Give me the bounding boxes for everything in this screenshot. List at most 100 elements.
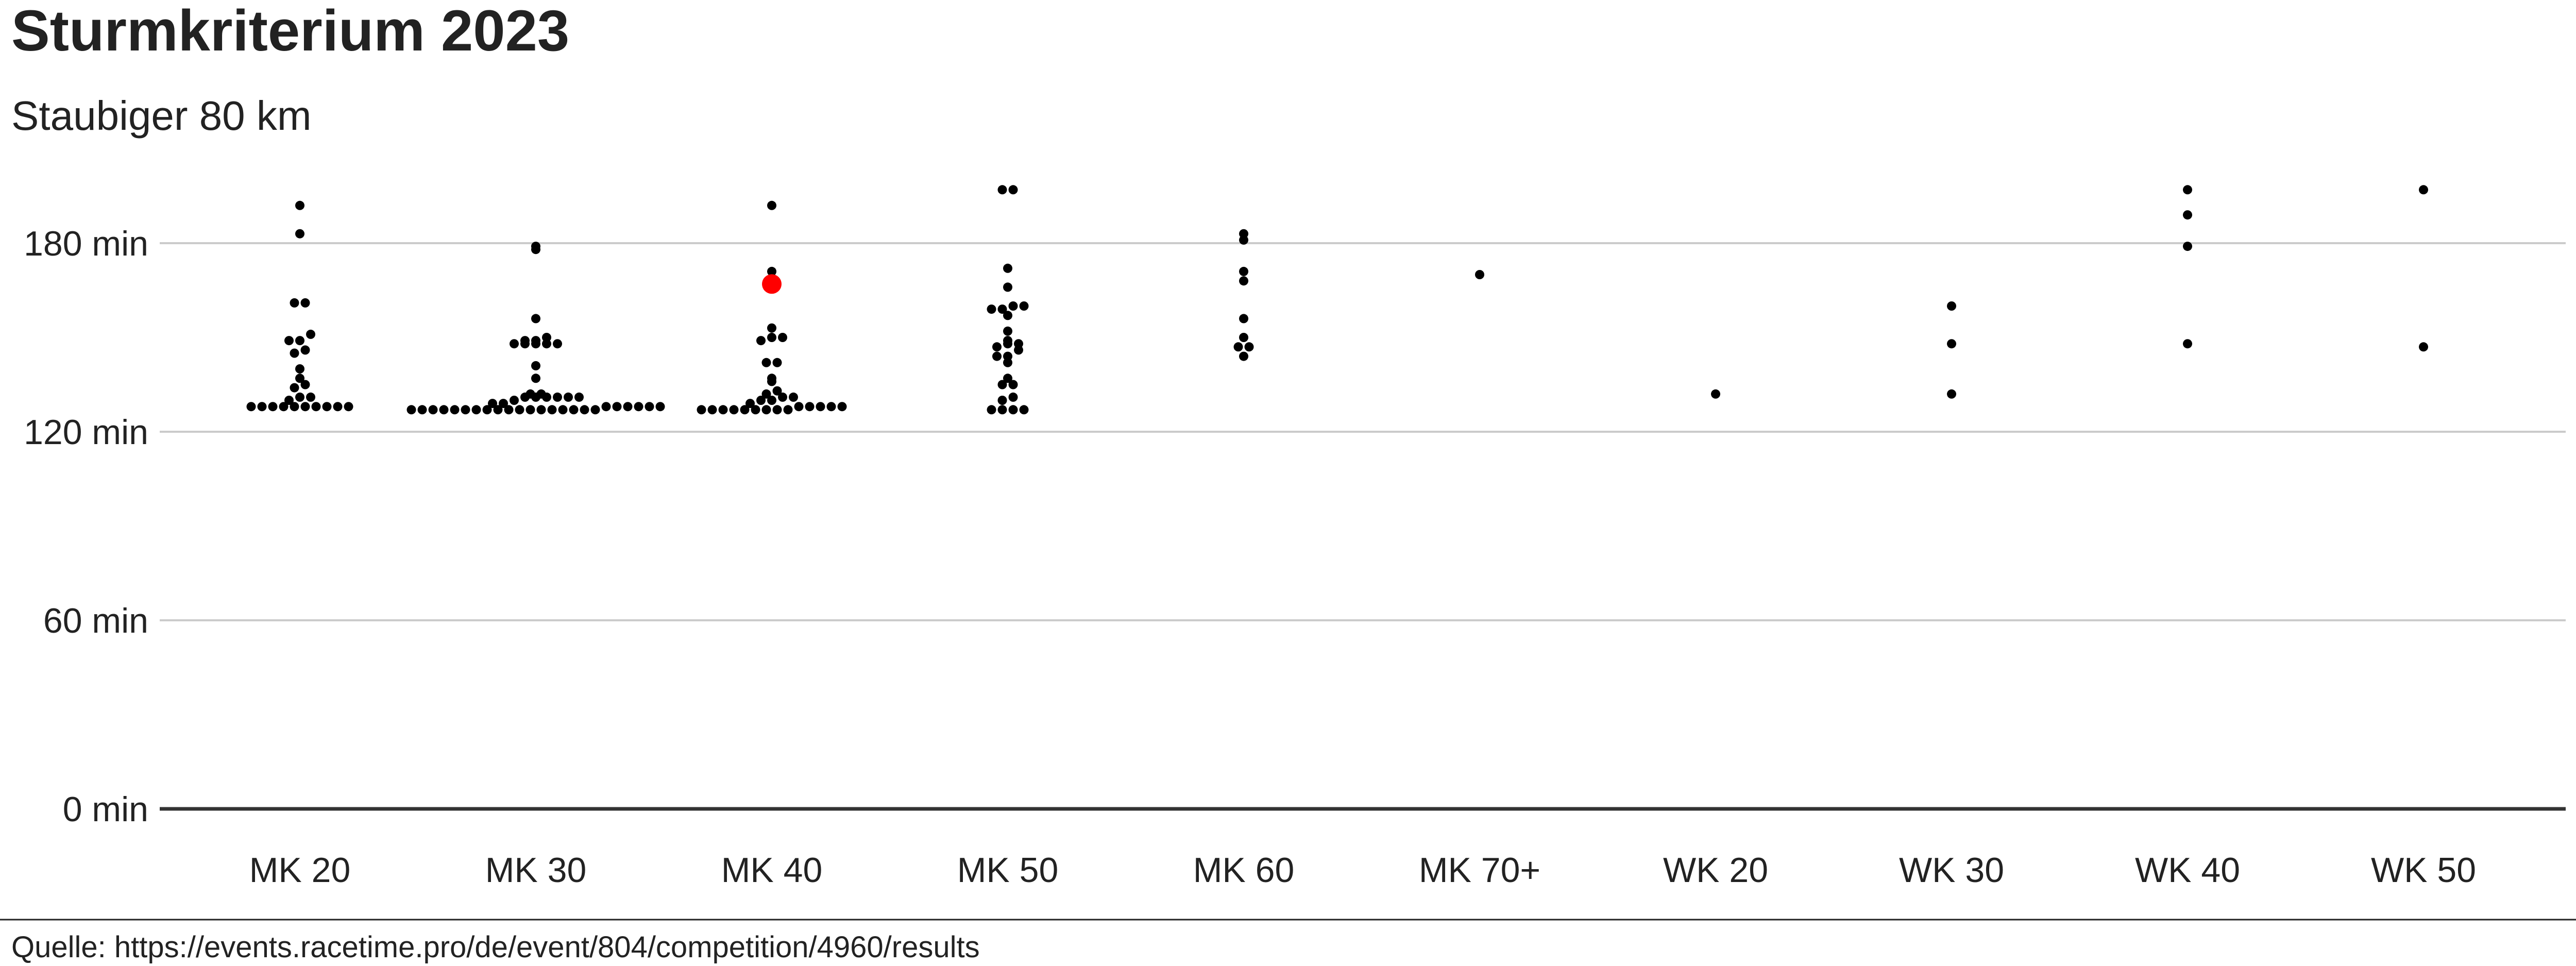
data-point — [499, 399, 508, 409]
data-point — [461, 405, 470, 415]
data-point — [718, 405, 728, 415]
highlighted-data-point — [762, 274, 782, 294]
data-point — [992, 351, 1002, 361]
data-point — [284, 336, 294, 346]
data-point — [531, 314, 540, 324]
data-point — [826, 402, 836, 412]
data-point — [767, 266, 776, 276]
data-point — [531, 242, 540, 251]
data-point — [510, 339, 519, 349]
data-points — [246, 185, 2428, 415]
x-tick-label: WK 40 — [2135, 851, 2240, 890]
data-point — [740, 405, 750, 415]
data-point — [536, 389, 546, 399]
y-tick-label: 180 min — [24, 224, 148, 263]
data-point — [2183, 210, 2192, 220]
data-point — [767, 200, 776, 210]
data-point — [482, 405, 492, 415]
data-point — [1003, 282, 1012, 292]
data-point — [767, 323, 776, 333]
chart-title: Sturmkriterium 2023 — [11, 0, 569, 63]
data-point — [311, 402, 321, 412]
data-point — [268, 402, 278, 412]
data-point — [772, 386, 782, 396]
data-point — [1947, 389, 1956, 399]
data-point — [300, 402, 310, 412]
gridlines — [160, 242, 2566, 811]
data-point — [279, 402, 289, 412]
data-point — [2183, 339, 2192, 349]
data-point — [590, 405, 600, 415]
data-point — [745, 399, 755, 409]
x-tick-label: MK 50 — [957, 851, 1059, 890]
data-point — [997, 405, 1007, 415]
data-point — [1019, 405, 1029, 415]
data-point — [306, 392, 315, 402]
data-point — [816, 402, 825, 412]
data-point — [515, 405, 524, 415]
data-point — [1239, 266, 1248, 276]
data-point — [1475, 270, 1484, 279]
data-point — [756, 396, 766, 405]
data-point — [284, 396, 294, 405]
y-axis-tick-labels: 0 min 60 min 120 min 180 min — [24, 224, 148, 829]
data-point — [504, 405, 514, 415]
data-point — [761, 358, 771, 367]
x-tick-label: MK 40 — [721, 851, 823, 890]
data-point — [1947, 301, 1956, 311]
data-point — [2419, 342, 2428, 352]
y-tick-label: 60 min — [43, 601, 148, 640]
x-axis-tick-labels: MK 20 MK 30 MK 40 MK 50 MK 60 MK 70+ WK 20 WK 3… — [249, 851, 2476, 890]
data-point — [531, 374, 540, 383]
data-point — [306, 329, 315, 339]
data-point — [574, 392, 584, 402]
data-point — [772, 405, 782, 415]
data-point — [553, 339, 562, 349]
data-point — [526, 389, 535, 399]
data-point — [761, 405, 771, 415]
data-point — [772, 358, 782, 367]
data-point — [789, 392, 798, 402]
data-point — [1003, 311, 1012, 320]
data-point — [1003, 374, 1012, 383]
data-point — [729, 405, 739, 415]
data-point — [1239, 333, 1248, 342]
data-point — [767, 374, 776, 383]
data-point — [295, 200, 304, 210]
data-point — [805, 402, 815, 412]
x-tick-label: MK 70+ — [1419, 851, 1540, 890]
data-point — [1008, 301, 1018, 311]
data-point — [1014, 339, 1023, 349]
data-point — [417, 405, 427, 415]
data-point — [756, 336, 766, 346]
data-point — [300, 298, 310, 308]
data-point — [488, 399, 497, 409]
data-point — [558, 405, 568, 415]
data-point — [778, 392, 787, 402]
data-point — [333, 402, 343, 412]
data-point — [553, 392, 562, 402]
data-point — [300, 345, 310, 355]
data-point — [1003, 351, 1012, 361]
data-point — [406, 405, 416, 415]
data-point — [295, 336, 304, 346]
data-point — [295, 229, 304, 239]
y-tick-label: 120 min — [24, 413, 148, 452]
data-point — [295, 364, 304, 374]
data-point — [1239, 314, 1248, 324]
data-point — [300, 380, 310, 389]
data-point — [2419, 185, 2428, 195]
data-point — [1711, 389, 1720, 399]
data-point — [1008, 185, 1018, 195]
data-point — [547, 405, 557, 415]
data-point — [623, 402, 633, 412]
data-point — [783, 405, 793, 415]
data-point — [1019, 301, 1029, 311]
data-point — [1008, 380, 1018, 389]
data-point — [1244, 342, 1254, 352]
data-point — [1003, 263, 1012, 273]
data-point — [767, 333, 776, 342]
data-point — [997, 396, 1007, 405]
y-tick-label: 0 min — [63, 790, 148, 829]
